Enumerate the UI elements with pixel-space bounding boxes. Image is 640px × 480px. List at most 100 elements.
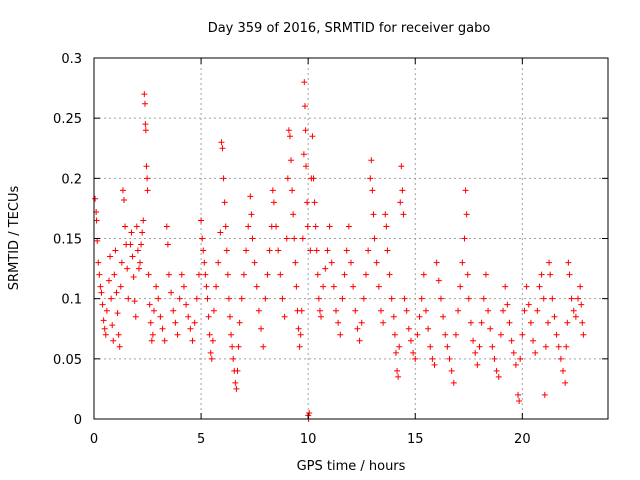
data-point xyxy=(235,343,242,350)
data-point xyxy=(144,187,151,194)
data-point xyxy=(111,271,118,278)
data-point xyxy=(326,223,333,230)
data-point xyxy=(92,195,99,202)
data-point xyxy=(394,367,401,374)
data-point xyxy=(262,295,269,302)
data-point xyxy=(269,187,276,194)
data-point xyxy=(307,247,314,254)
data-point xyxy=(356,337,363,344)
data-point xyxy=(113,289,120,296)
data-point xyxy=(238,295,245,302)
data-point xyxy=(400,211,407,218)
data-point xyxy=(455,307,462,314)
data-point xyxy=(279,295,286,302)
data-point xyxy=(341,271,348,278)
data-point xyxy=(440,313,447,320)
data-point xyxy=(176,295,183,302)
data-point xyxy=(107,253,114,260)
data-point xyxy=(540,295,547,302)
data-point xyxy=(560,367,567,374)
data-point xyxy=(117,283,124,290)
data-point xyxy=(461,235,468,242)
data-point xyxy=(132,313,139,320)
data-point xyxy=(161,337,168,344)
data-point xyxy=(232,379,239,386)
data-point xyxy=(155,295,162,302)
data-point xyxy=(108,295,115,302)
data-point xyxy=(281,313,288,320)
data-point xyxy=(128,229,135,236)
data-point xyxy=(142,121,149,128)
data-point xyxy=(401,295,408,302)
data-point xyxy=(502,283,509,290)
data-point xyxy=(110,337,117,344)
data-point xyxy=(553,331,560,338)
data-point xyxy=(459,259,466,266)
data-point xyxy=(431,361,438,368)
data-point xyxy=(204,295,211,302)
data-point xyxy=(165,271,172,278)
data-point xyxy=(405,325,412,332)
data-point xyxy=(352,307,359,314)
data-point xyxy=(135,265,142,272)
data-point xyxy=(487,325,494,332)
data-point xyxy=(300,151,307,158)
data-point xyxy=(320,283,327,290)
data-point xyxy=(546,259,553,266)
data-point xyxy=(187,325,194,332)
data-point xyxy=(322,265,329,272)
data-point xyxy=(296,343,303,350)
data-point xyxy=(369,187,376,194)
data-point xyxy=(512,361,519,368)
data-point xyxy=(316,307,323,314)
data-point xyxy=(365,247,372,254)
data-point xyxy=(127,241,134,248)
data-point xyxy=(96,271,103,278)
data-point xyxy=(153,283,160,290)
data-point xyxy=(125,295,132,302)
data-point xyxy=(542,343,549,350)
data-point xyxy=(286,133,293,140)
data-point xyxy=(570,307,577,314)
data-point xyxy=(304,199,311,206)
data-point xyxy=(283,235,290,242)
data-point xyxy=(230,355,237,362)
data-point xyxy=(472,349,479,356)
data-point xyxy=(457,283,464,290)
data-point xyxy=(450,379,457,386)
data-point xyxy=(410,349,417,356)
data-point xyxy=(578,301,585,308)
data-point xyxy=(180,283,187,290)
data-point xyxy=(437,295,444,302)
y-axis-label: SRMTID / TECUs xyxy=(7,186,22,291)
data-point xyxy=(168,289,175,296)
data-point xyxy=(264,271,271,278)
x-tick-label: 15 xyxy=(407,432,424,447)
data-point xyxy=(225,295,232,302)
data-point xyxy=(565,259,572,266)
data-point xyxy=(124,265,131,272)
data-point xyxy=(508,337,515,344)
data-point xyxy=(557,355,564,362)
x-axis-label: GPS time / hours xyxy=(297,459,406,474)
data-point xyxy=(133,223,140,230)
data-point xyxy=(157,313,164,320)
data-point xyxy=(174,331,181,338)
data-point xyxy=(375,283,382,290)
data-point xyxy=(575,295,582,302)
data-point xyxy=(183,301,190,308)
data-point xyxy=(233,385,240,392)
data-point xyxy=(572,313,579,320)
data-point xyxy=(474,361,481,368)
data-point xyxy=(251,259,258,266)
data-point xyxy=(148,337,155,344)
data-point xyxy=(391,331,398,338)
data-point xyxy=(416,313,423,320)
data-point xyxy=(289,187,296,194)
data-point xyxy=(114,310,121,317)
data-point xyxy=(302,127,309,134)
data-point xyxy=(414,331,421,338)
data-point xyxy=(210,307,217,314)
data-point xyxy=(253,283,260,290)
data-point xyxy=(467,319,474,326)
